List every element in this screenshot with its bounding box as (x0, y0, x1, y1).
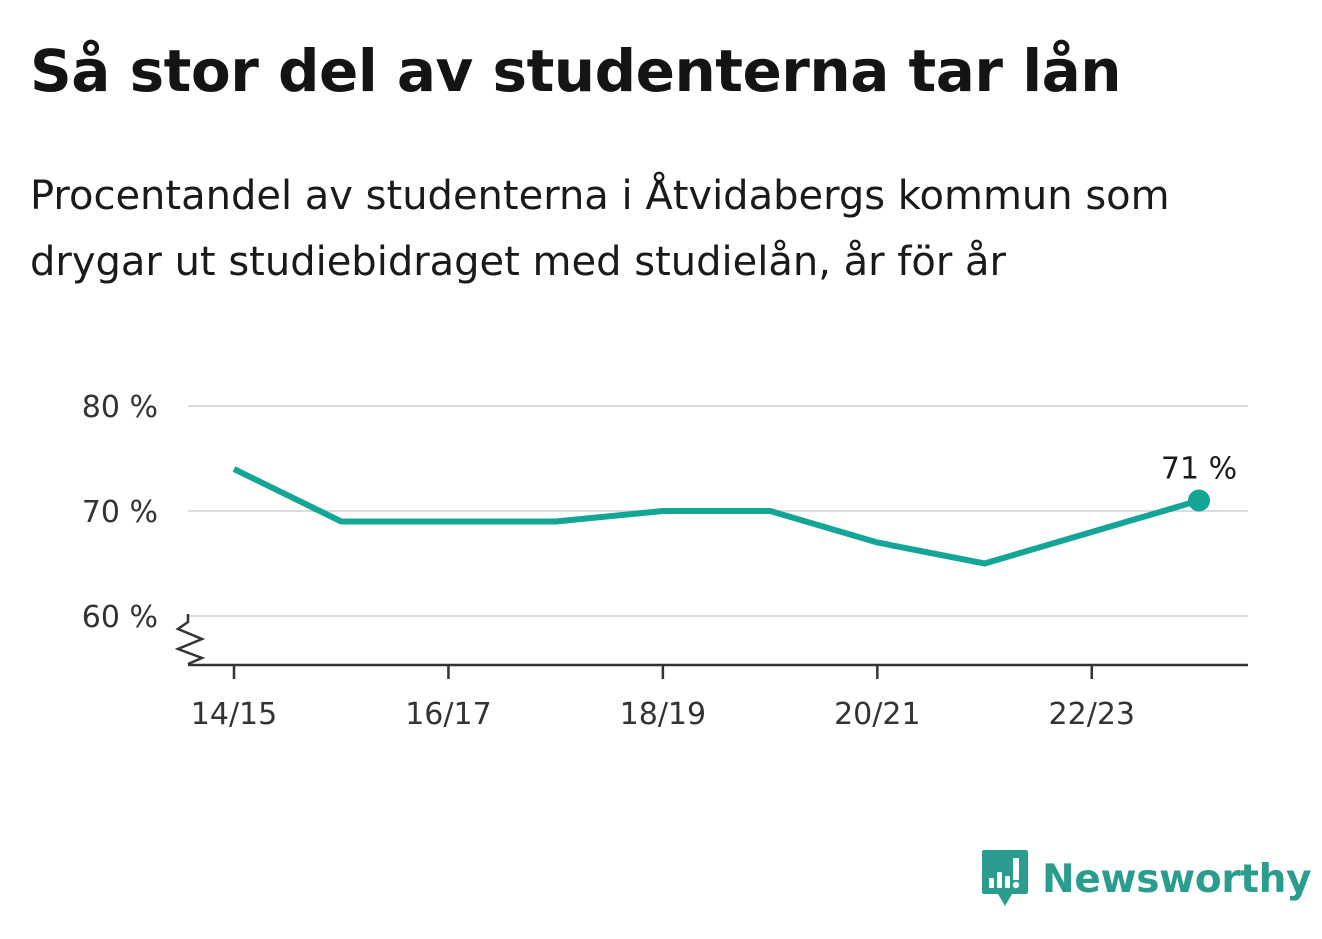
x-tick-label: 16/17 (405, 697, 491, 732)
y-tick-label: 80 % (82, 390, 158, 425)
data-point-marker (1188, 489, 1210, 512)
axis-break-icon (174, 614, 206, 666)
data-label: 71 % (1161, 452, 1237, 487)
labels: 60 % 70 % 80 % 14/15 16/17 18/19 20/21 22/23 71 … (82, 390, 1237, 732)
x-tick-label: 14/15 (191, 697, 277, 732)
brand-logo: Newsworthy (980, 848, 1312, 910)
y-tick-label: 70 % (82, 495, 158, 530)
x-tick-label: 20/21 (834, 697, 920, 732)
x-tick-label: 18/19 (620, 697, 706, 732)
chart-subtitle: Procentandel av studenterna i Åtvidaberg… (30, 173, 1170, 285)
chart-title: Så stor del av studenterna tar lån (30, 37, 1122, 105)
series-layer (232, 466, 1210, 567)
series-line (232, 466, 1200, 567)
x-tick-label: 22/23 (1049, 697, 1135, 732)
y-tick-label: 60 % (82, 600, 158, 635)
axes (174, 614, 1248, 679)
brand-name: Newsworthy (1042, 856, 1312, 902)
newsworthy-logo-icon (982, 850, 1028, 906)
